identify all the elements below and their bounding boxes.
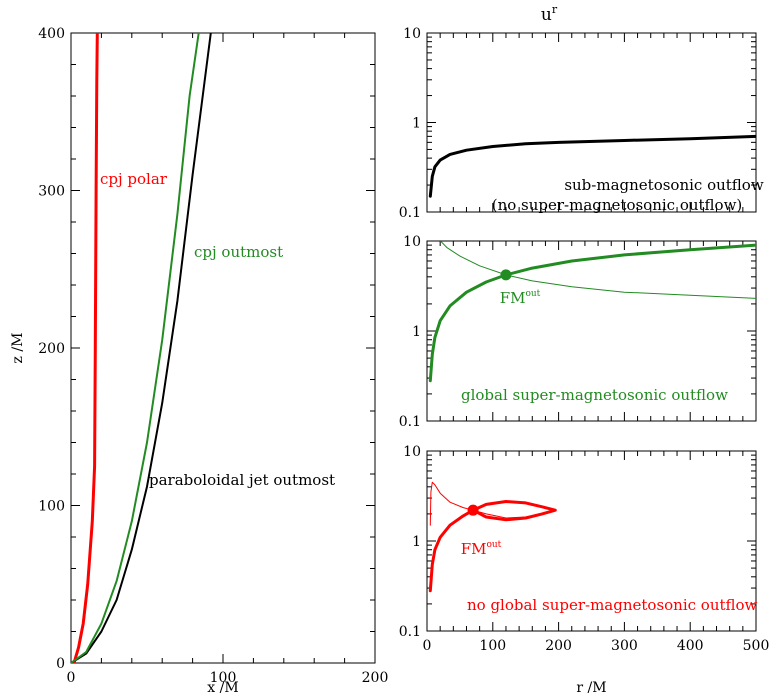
panel-right-middle: 0.1 1 10 global super-magnetosonic outflow F… — [399, 234, 757, 430]
annotation: (no super-magnetosonic outflow) — [492, 196, 743, 214]
series-group — [428, 481, 557, 593]
series-line-0 — [72, 33, 99, 663]
series-group — [71, 33, 212, 663]
annotation: sub-magnetosonic outflow — [564, 176, 764, 194]
fm-marker — [500, 269, 512, 281]
y-tick-label: 10 — [403, 26, 421, 42]
panel-left: 0 100 200 300 400 0 100 200 x /M z /M cpj polar cpj… — [10, 26, 388, 696]
x-tick-label: 100 — [210, 670, 237, 686]
y-tick-label: 0.1 — [399, 624, 421, 640]
annotation: cpj polar — [100, 170, 168, 188]
y-tick-label: 1 — [412, 116, 421, 132]
y-tick-label: 0.1 — [399, 414, 421, 430]
annotation: global super-magnetosonic outflow — [461, 386, 728, 404]
y-tick-label: 10 — [403, 234, 421, 250]
y-axis-label: z /M — [10, 333, 26, 364]
y-tick-label: 10 — [403, 444, 421, 460]
y-tick-label: 0.1 — [399, 205, 421, 221]
series-line-2 — [71, 33, 200, 663]
annotation: FMout — [461, 540, 502, 558]
annotation: paraboloidal jet outmost — [149, 471, 335, 489]
x-tick-label: 200 — [362, 670, 389, 686]
y-tick-label: 200 — [38, 341, 65, 357]
y-tick-label: 400 — [38, 26, 65, 42]
plot-frame — [70, 32, 376, 664]
annotation: cpj outmost — [194, 243, 283, 261]
y-tick-label: 1 — [412, 534, 421, 550]
x-tick-label: 200 — [545, 638, 572, 654]
annotation: no global super-magnetosonic outflow — [467, 596, 758, 614]
series-line-1 — [429, 481, 556, 526]
series-line-0 — [428, 500, 557, 593]
x-tick-label: 300 — [611, 638, 638, 654]
x-tick-label: 100 — [479, 638, 506, 654]
y-tick-label: 300 — [38, 184, 65, 200]
y-tick-label: 1 — [412, 324, 421, 340]
fm-marker — [467, 504, 479, 516]
series-line-0 — [428, 243, 756, 383]
series-group — [428, 241, 756, 383]
y-tick-label: 0 — [56, 656, 65, 672]
x-tick-label: 400 — [677, 638, 704, 654]
x-axis-label: r /M — [576, 680, 606, 696]
panel-right-top: 0.1 1 10 sub-magnetosonic outflow (no super-… — [399, 26, 764, 221]
series-line-0 — [428, 134, 756, 198]
top-title: ur — [541, 3, 558, 25]
annotation: FMout — [500, 289, 541, 307]
series-group — [428, 134, 756, 198]
x-tick-label: 0 — [423, 638, 432, 654]
x-axis-label: x /M — [207, 680, 238, 696]
x-tick-label: 0 — [67, 670, 76, 686]
series-line-1 — [439, 241, 756, 299]
x-tick-label: 500 — [743, 638, 770, 654]
series-line-1 — [71, 33, 212, 663]
y-tick-label: 100 — [38, 499, 65, 515]
